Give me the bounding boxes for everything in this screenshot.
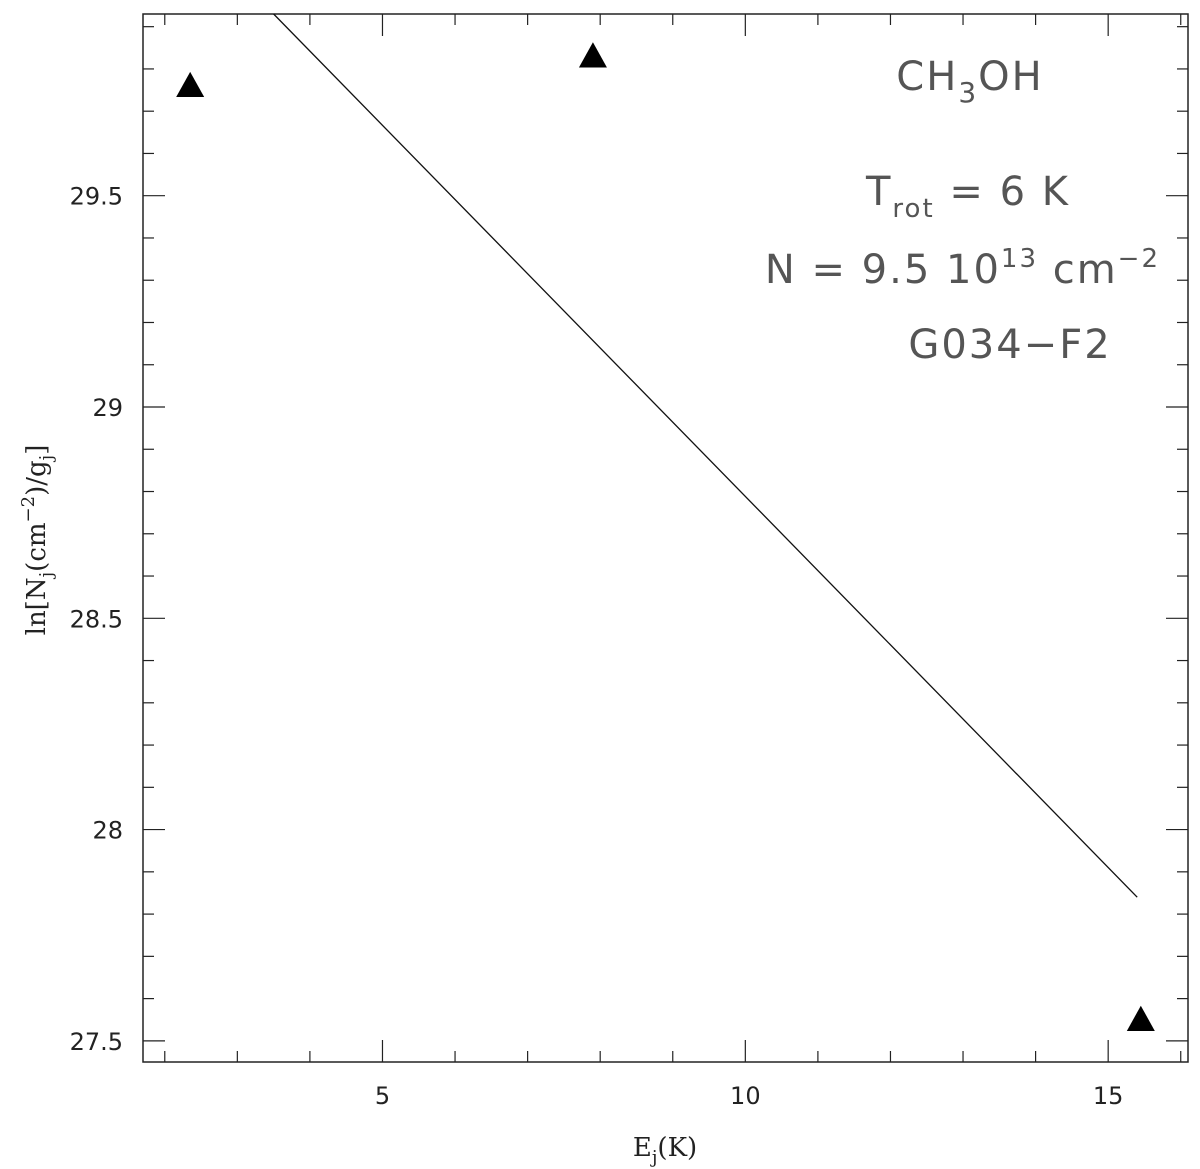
y-tick-label: 28.5 [70, 605, 123, 633]
fit-line-layer [273, 13, 1138, 898]
x-tick-label: 10 [730, 1082, 761, 1110]
x-tick-label: 15 [1093, 1082, 1124, 1110]
y-axis-title: ln[Nj(cm−2)/gj] [18, 445, 57, 636]
axis-ticks: 5 10 15 27.5 28 28.5 29 29.5 [70, 14, 1188, 1110]
fit-line [273, 13, 1138, 898]
data-point-triangle [1126, 1005, 1155, 1031]
source-label: G034−F2 [908, 322, 1111, 368]
y-tick-label: 29.5 [70, 183, 123, 211]
plot-frame [142, 13, 1189, 1063]
data-points-layer [176, 42, 1155, 1031]
rotation-temperature-label: Trot = 6 K [865, 169, 1070, 224]
column-density-label: N = 9.5 1013 cm−2 [765, 244, 1160, 293]
data-point-triangle [176, 71, 205, 98]
y-tick-label: 29 [92, 394, 123, 422]
x-tick-label: 5 [375, 1082, 390, 1110]
molecule-label: CH3OH [896, 54, 1043, 109]
x-axis-title: Ej(K) [633, 1133, 697, 1168]
y-tick-label: 27.5 [70, 1028, 123, 1056]
y-tick-label: 28 [92, 817, 123, 845]
data-point-triangle [578, 42, 607, 68]
